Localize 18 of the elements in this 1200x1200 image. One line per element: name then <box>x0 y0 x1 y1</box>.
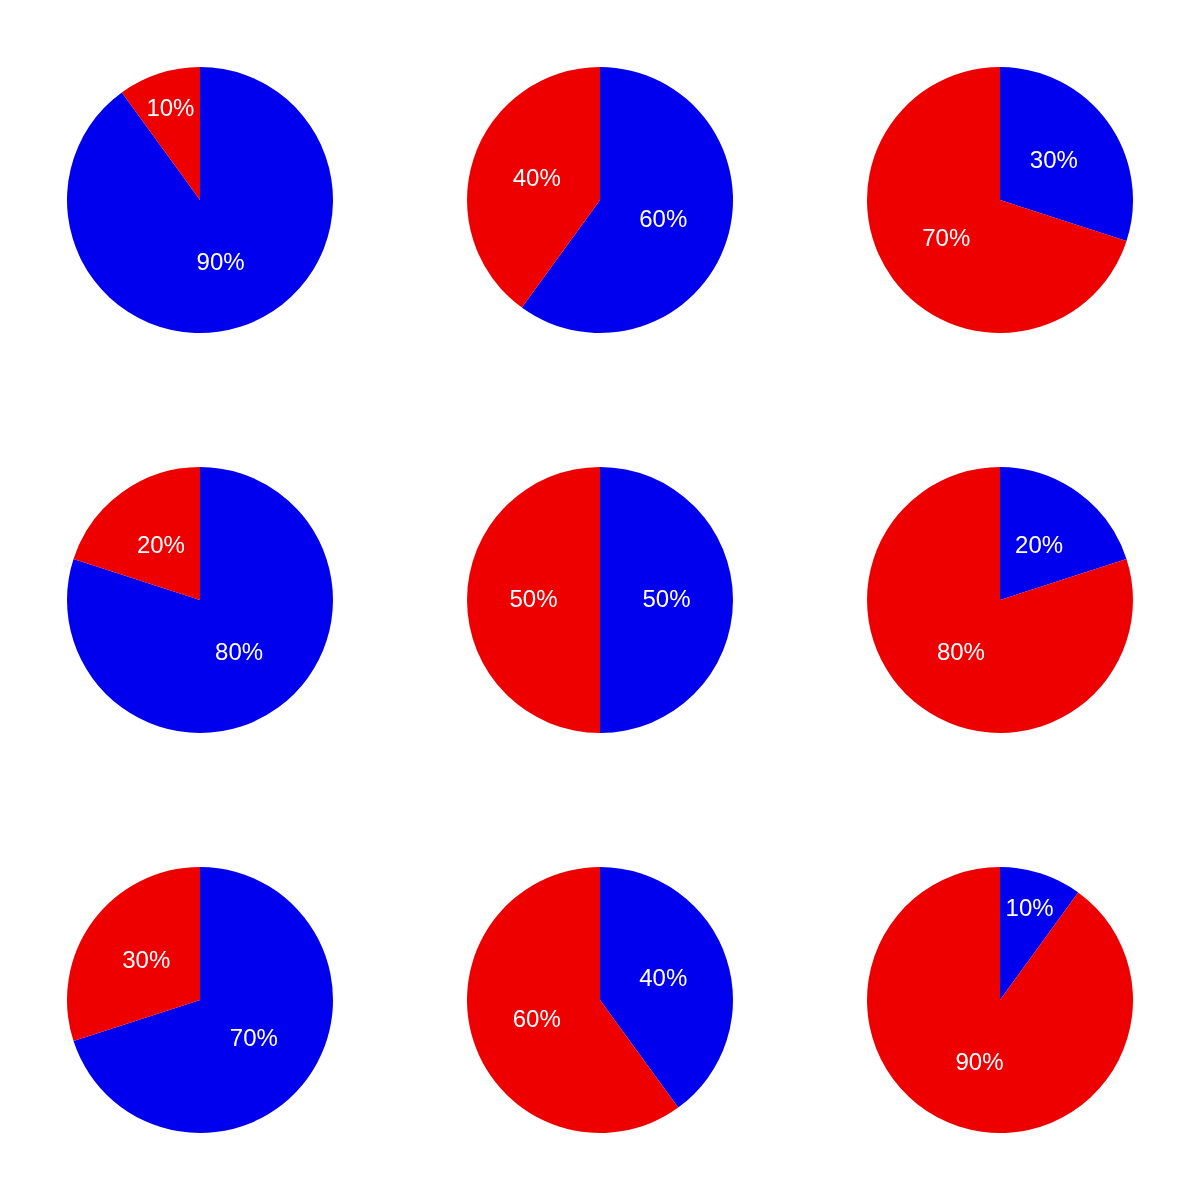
data-label: 10% <box>146 93 195 121</box>
data-label: 50% <box>509 584 558 612</box>
data-label: 60% <box>639 205 688 233</box>
data-label: 20% <box>1015 530 1064 558</box>
data-label: 40% <box>512 164 561 192</box>
data-label: 60% <box>512 1005 561 1033</box>
data-label: 20% <box>136 530 185 558</box>
data-label: 70% <box>922 223 971 251</box>
data-label: 40% <box>639 964 688 992</box>
data-label: 70% <box>229 1023 278 1051</box>
data-label: 10% <box>1005 893 1054 921</box>
data-label: 80% <box>215 638 264 666</box>
data-label: 30% <box>122 945 171 973</box>
data-label: 90% <box>955 1047 1004 1075</box>
data-label: 50% <box>642 584 691 612</box>
data-label: 80% <box>936 638 985 666</box>
data-label: 30% <box>1029 145 1078 173</box>
data-label: 90% <box>196 247 245 275</box>
